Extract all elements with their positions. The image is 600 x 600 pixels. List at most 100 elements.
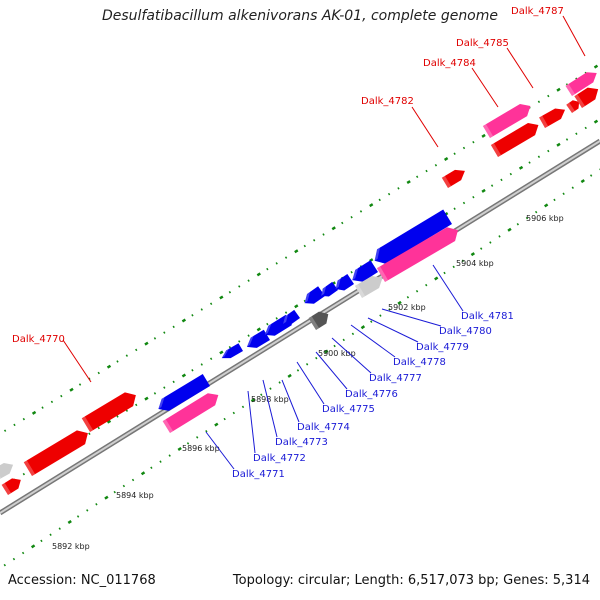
gene-label[interactable]: Dalk_4771 xyxy=(232,469,285,480)
track-tick xyxy=(379,314,382,317)
gene-label[interactable]: Dalk_4784 xyxy=(423,58,476,69)
gene-leader-line xyxy=(315,351,348,390)
track-tick xyxy=(472,195,475,199)
track-tick xyxy=(341,221,344,225)
gene-reverse-cds[interactable] xyxy=(158,374,210,411)
gene-label[interactable]: Dalk_4770 xyxy=(12,334,65,345)
track-tick xyxy=(388,308,391,311)
track-tick xyxy=(30,544,36,549)
gene-forward-cds[interactable] xyxy=(566,100,580,113)
gene-reverse-cds[interactable] xyxy=(246,329,270,348)
track-tick xyxy=(434,164,438,167)
track-tick xyxy=(453,207,456,210)
gene-reverse-cds[interactable] xyxy=(221,343,243,359)
track-tick xyxy=(58,527,61,530)
gene-label[interactable]: Dalk_4787 xyxy=(511,6,564,17)
gene-label[interactable]: Dalk_4780 xyxy=(439,326,492,337)
track-tick xyxy=(238,285,241,288)
track-tick xyxy=(97,371,100,375)
track-tick xyxy=(378,198,381,202)
track-tick xyxy=(163,386,166,389)
gene-other-feature[interactable] xyxy=(308,311,329,330)
track-tick xyxy=(589,174,593,177)
track-tick xyxy=(294,249,299,254)
track-tick xyxy=(303,244,306,248)
track-tick xyxy=(88,432,91,436)
track-tick xyxy=(351,332,355,336)
track-tick xyxy=(69,387,74,392)
track-tick xyxy=(565,83,569,86)
track-tick xyxy=(453,152,456,155)
gene-reverse-cds[interactable] xyxy=(335,274,354,291)
gene-label[interactable]: Dalk_4774 xyxy=(297,422,350,433)
track-tick xyxy=(181,373,187,378)
track-tick xyxy=(104,495,109,500)
kbp-tick-label: 5902 kbp xyxy=(388,303,426,312)
track-tick xyxy=(241,405,245,409)
track-tick xyxy=(481,188,486,193)
gene-label[interactable]: Dalk_4776 xyxy=(345,389,398,400)
gene-label[interactable]: Dalk_4775 xyxy=(322,404,375,415)
gene-reverse-cds[interactable] xyxy=(321,281,338,297)
track-tick xyxy=(294,304,299,309)
track-tick xyxy=(525,216,529,220)
gene-label[interactable]: Dalk_4772 xyxy=(253,453,306,464)
track-tick xyxy=(547,149,550,153)
track-tick xyxy=(416,175,419,179)
track-tick xyxy=(296,369,300,372)
gene-forward-cds[interactable] xyxy=(441,169,465,188)
gene-rna-forward[interactable] xyxy=(482,104,531,138)
track-tick xyxy=(113,490,116,494)
track-tick xyxy=(324,349,329,354)
track-tick xyxy=(144,341,149,346)
gene-label[interactable]: Dalk_4778 xyxy=(393,357,446,368)
gene-reverse-cds[interactable] xyxy=(352,260,378,282)
track-tick xyxy=(223,417,226,421)
map-title: Desulfatibacillum alkenivorans AK-01, co… xyxy=(101,8,499,24)
track-tick xyxy=(172,325,175,329)
genome-meta-text: Topology: circular; Length: 6,517,073 bp… xyxy=(232,573,590,588)
gene-label[interactable]: Dalk_4777 xyxy=(369,373,422,384)
track-tick xyxy=(565,138,569,141)
gene-label[interactable]: Dalk_4785 xyxy=(456,38,509,49)
gene-label[interactable]: Dalk_4782 xyxy=(361,96,414,107)
track-tick xyxy=(232,411,236,415)
track-tick xyxy=(22,417,26,421)
gene-forward-cds[interactable] xyxy=(539,108,566,128)
gene-forward-cds[interactable] xyxy=(23,430,88,476)
track-tick xyxy=(434,276,439,281)
track-tick xyxy=(200,363,203,366)
gene-rna-forward[interactable] xyxy=(376,227,458,282)
gene-rna-forward[interactable] xyxy=(565,72,597,96)
track-tick xyxy=(131,478,135,482)
gene-forward-cds[interactable] xyxy=(574,87,599,108)
gene-other-feature[interactable] xyxy=(354,275,383,298)
gene-other-feature[interactable] xyxy=(0,463,14,480)
track-tick xyxy=(342,338,345,342)
track-tick xyxy=(575,132,578,135)
track-tick xyxy=(425,283,428,287)
track-tick xyxy=(106,364,112,369)
gene-reverse-cds[interactable] xyxy=(374,209,452,264)
gene-label[interactable]: Dalk_4773 xyxy=(275,437,328,448)
track-tick xyxy=(219,350,224,355)
gene-reverse-cds[interactable] xyxy=(304,286,325,304)
track-tick xyxy=(95,503,98,506)
gene-label[interactable]: Dalk_4781 xyxy=(461,311,514,322)
gene-leader-line xyxy=(367,317,419,343)
gene-rna-forward[interactable] xyxy=(162,393,219,433)
gene-forward-cds[interactable] xyxy=(81,392,136,432)
gene-leader-line xyxy=(506,47,534,89)
track-tick xyxy=(125,354,129,357)
gene-reverse-cds[interactable] xyxy=(283,309,300,325)
track-tick xyxy=(12,557,16,561)
kbp-tick-label: 5900 kbp xyxy=(318,349,356,358)
gene-forward-cds[interactable] xyxy=(490,123,539,157)
gene-label[interactable]: Dalk_4779 xyxy=(416,342,469,353)
track-tick xyxy=(584,126,587,130)
gene-leader-line xyxy=(562,15,586,57)
accession-text: Accession: NC_011768 xyxy=(8,573,156,588)
track-tick xyxy=(238,340,241,343)
gene-forward-cds[interactable] xyxy=(1,478,21,495)
track-tick xyxy=(116,360,119,363)
